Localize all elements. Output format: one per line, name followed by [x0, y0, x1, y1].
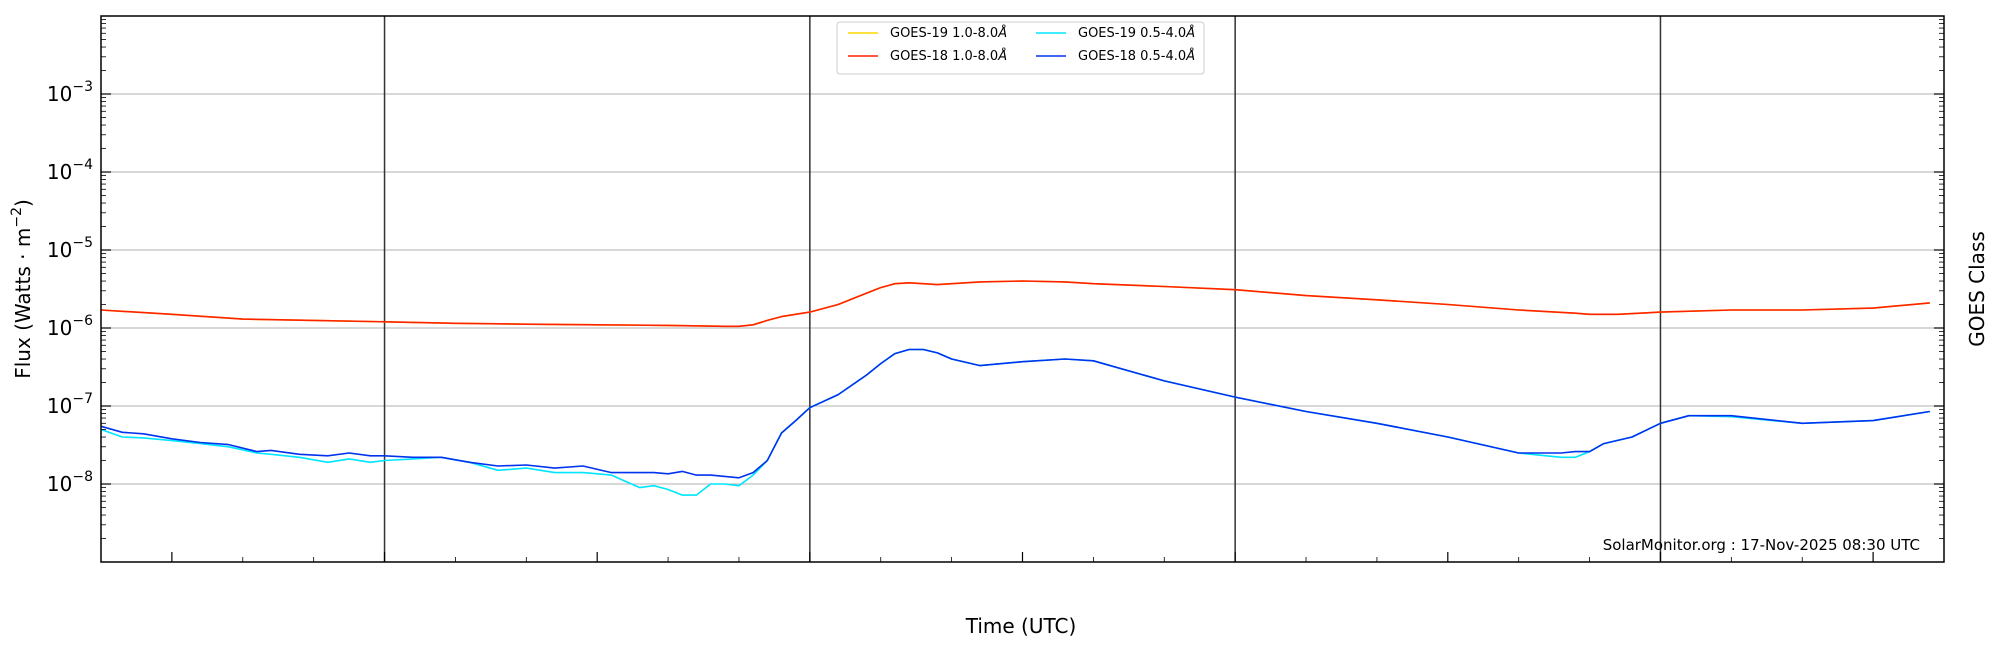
- series-layer: [100, 280, 1930, 496]
- y-tick-exponent: −4: [72, 157, 93, 173]
- legend-label-unit: Å: [997, 48, 1007, 64]
- y-tick-base: 10: [47, 82, 72, 106]
- y-tick-label: 10−8: [47, 469, 93, 496]
- series-line-3: [100, 348, 1930, 496]
- y-tick-label: 10−4: [47, 157, 93, 184]
- y-ticks: 10−810−710−610−510−410−3: [47, 19, 1944, 539]
- legend-label: GOES-18 1.0-8.0Å: [890, 48, 1007, 64]
- legend-box: [836, 21, 1205, 75]
- y-tick-label: 10−5: [47, 235, 93, 262]
- y-tick-base: 10: [47, 316, 72, 340]
- x-ticks: [100, 552, 1945, 562]
- y-tick-exponent: −6: [72, 313, 93, 329]
- plot-frame: [100, 15, 1945, 563]
- watermark-text: SolarMonitor.org : 17-Nov-2025 08:30 UTC: [1603, 536, 1920, 554]
- y-tick-exponent: −5: [72, 235, 93, 251]
- series-line-1: [100, 280, 1930, 328]
- y-tick-exponent: −3: [72, 79, 93, 95]
- legend-label-unit: Å: [997, 25, 1007, 41]
- grid-layer: [101, 93, 1944, 485]
- y-tick-exponent: −8: [72, 469, 93, 485]
- legend-label: GOES-19 1.0-8.0Å: [890, 25, 1007, 41]
- y-tick-label: 10−3: [47, 79, 93, 106]
- x-axis-title: Time (UTC): [965, 614, 1077, 638]
- day-boundary-lines: [383, 16, 1662, 562]
- legend-label-text: GOES-19 0.5-4.0: [1078, 26, 1186, 41]
- y-tick-base: 10: [47, 238, 72, 262]
- y-tick-base: 10: [47, 160, 72, 184]
- y-tick-label: 10−6: [47, 313, 93, 340]
- y-tick-base: 10: [47, 472, 72, 496]
- y-tick-label: 10−7: [47, 391, 93, 418]
- legend-label-text: GOES-18 0.5-4.0: [1078, 49, 1186, 64]
- legend-label-text: GOES-19 1.0-8.0: [890, 26, 998, 41]
- y-tick-exponent: −7: [72, 391, 93, 407]
- legend-label: GOES-18 0.5-4.0Å: [1078, 48, 1195, 64]
- y-axis-title: Flux (Watts · m−2): [9, 199, 35, 379]
- series-line-2: [100, 280, 1930, 328]
- goes-class-axis-title: GOES Class: [1965, 231, 1989, 347]
- legend-label: GOES-19 0.5-4.0Å: [1078, 25, 1195, 41]
- legend-label-unit: Å: [1185, 25, 1195, 41]
- series-line-4: [100, 348, 1930, 479]
- y-tick-base: 10: [47, 394, 72, 418]
- legend-label-text: GOES-18 1.0-8.0: [890, 49, 998, 64]
- legend-label-unit: Å: [1185, 48, 1195, 64]
